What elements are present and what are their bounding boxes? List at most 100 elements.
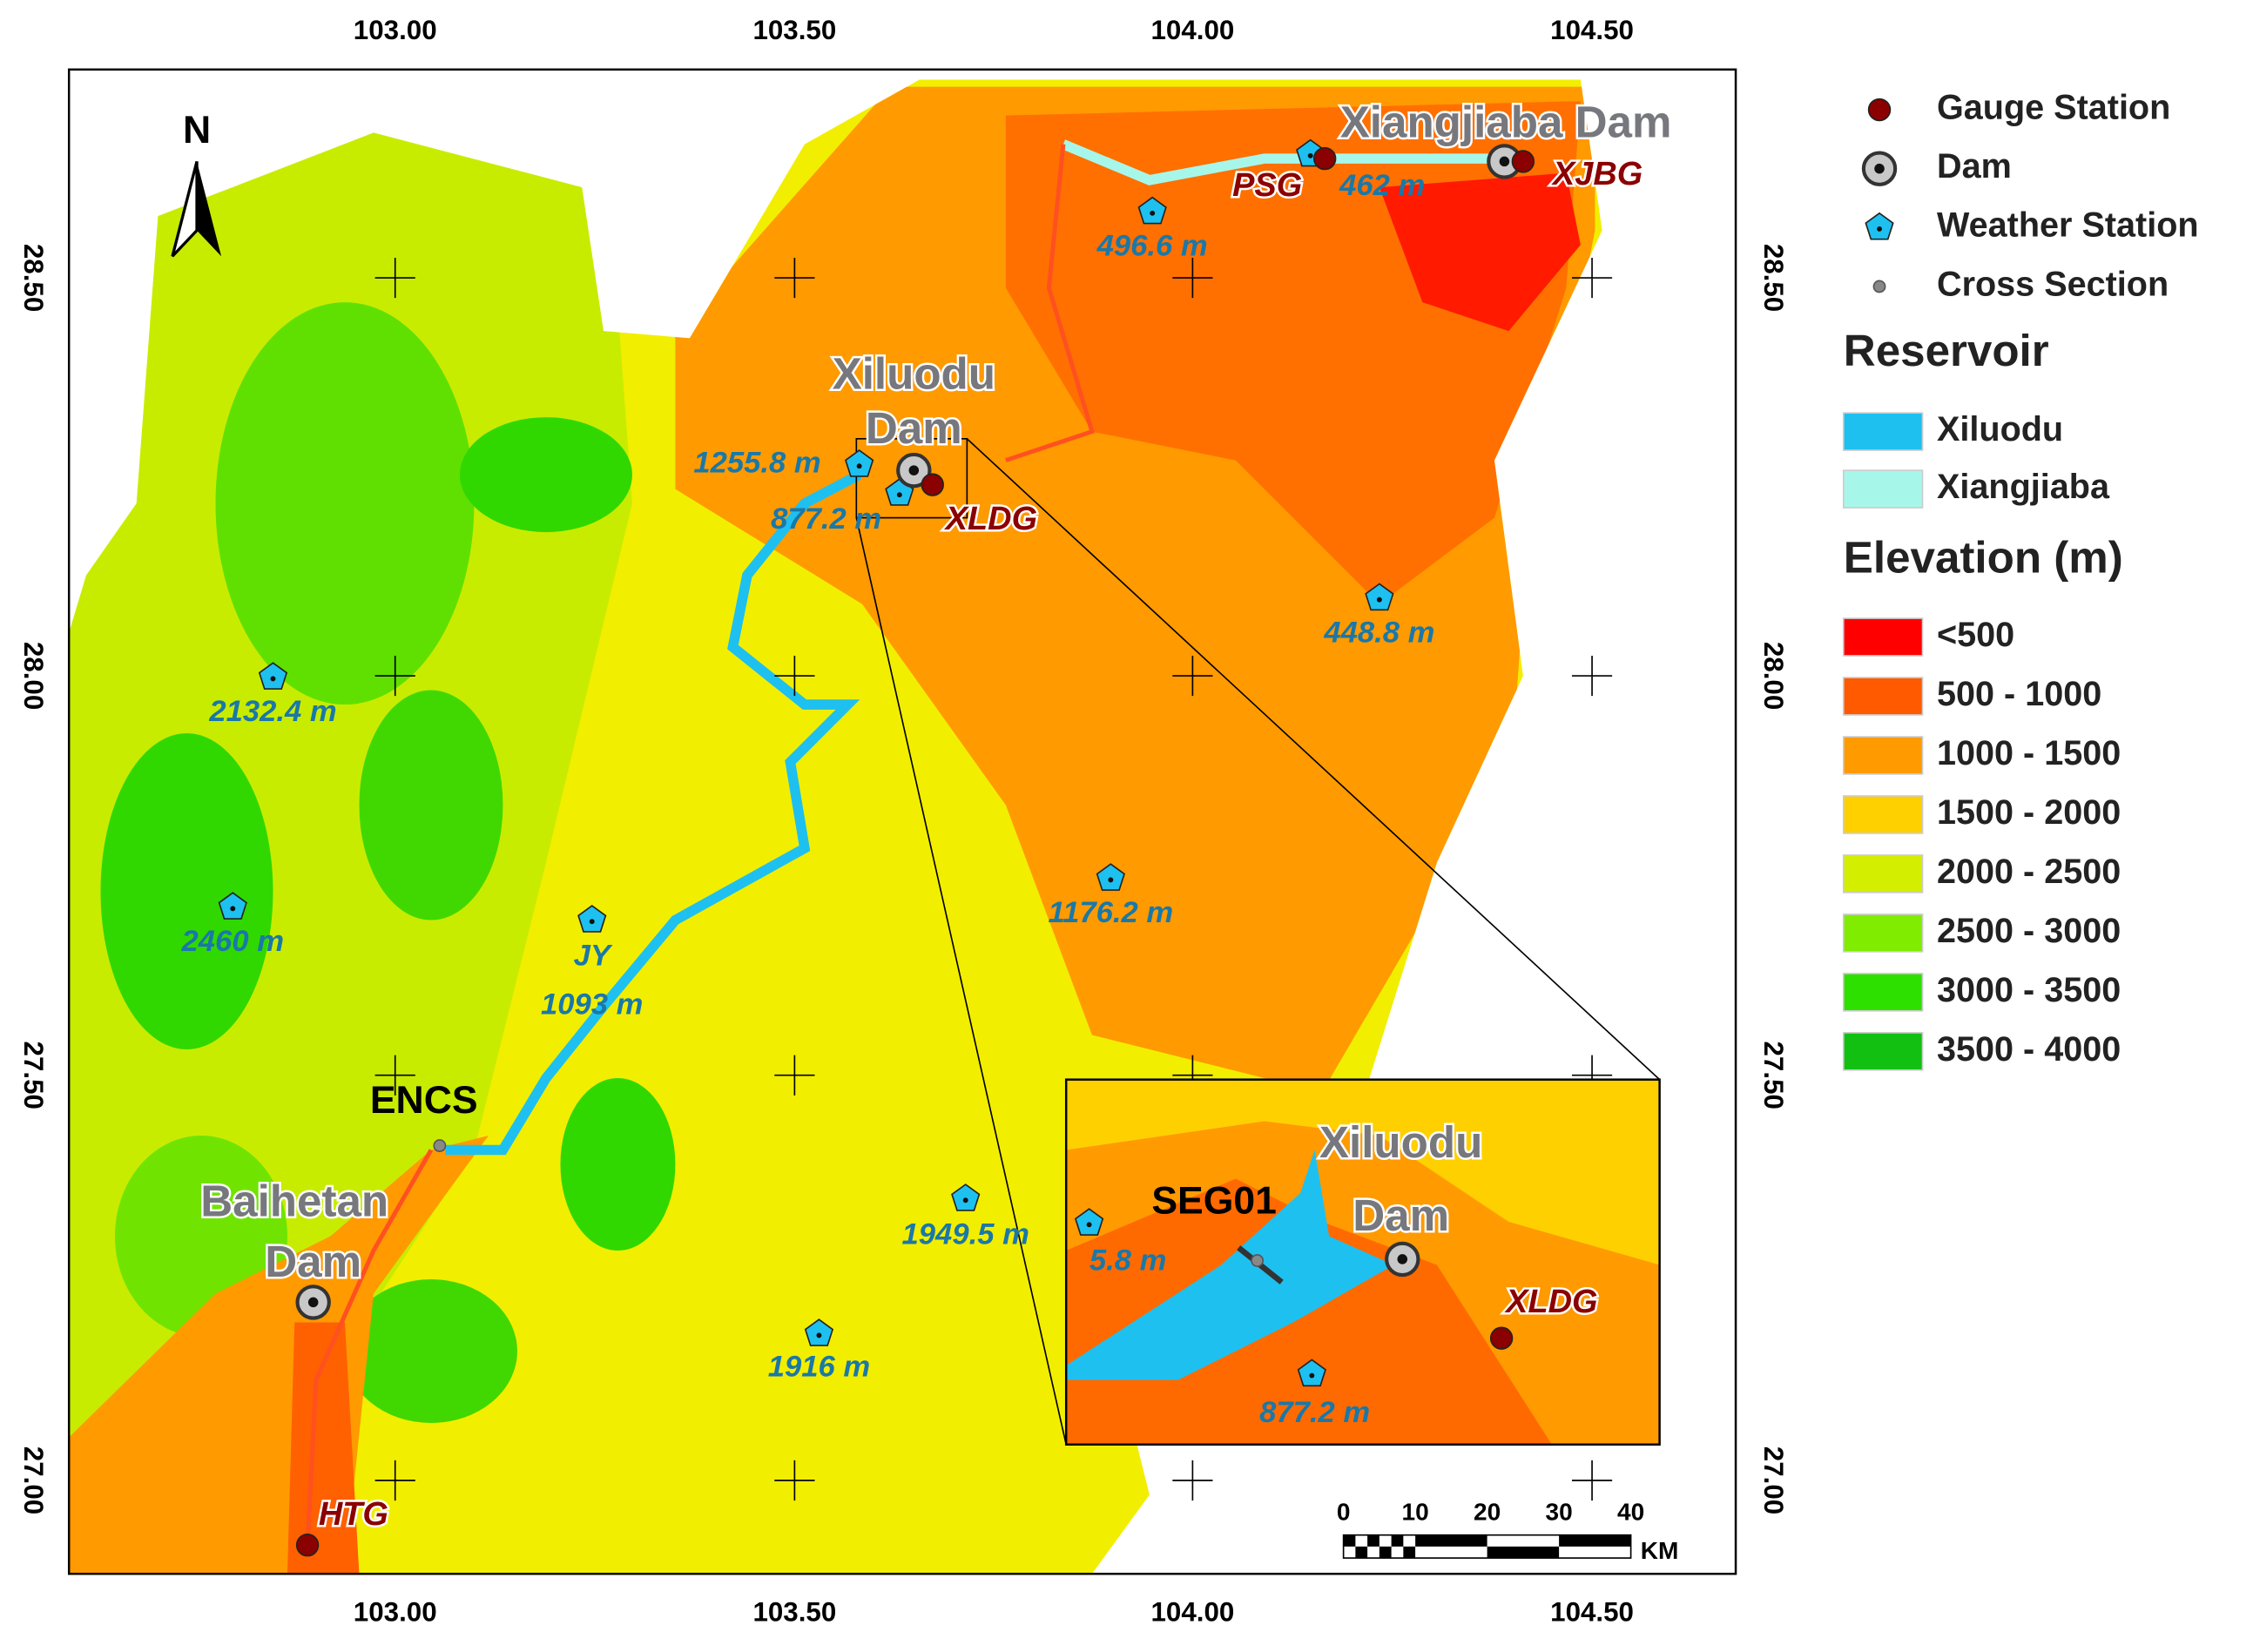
dam-center (307, 1297, 319, 1308)
cross-section (1251, 1254, 1265, 1267)
station-label: 1093 m (541, 988, 643, 1022)
station-label: 1176.2 m (1048, 896, 1173, 929)
station-label: 1916 m (768, 1350, 870, 1383)
scale-unit: KM (1641, 1537, 1679, 1564)
axis-label: 104.50 (1550, 1597, 1634, 1628)
inset-map (1066, 1079, 1660, 1445)
legend-label: 1000 - 1500 (1937, 734, 2121, 772)
weather-station (1137, 196, 1167, 225)
cross-section (433, 1139, 447, 1152)
legend-label: 3000 - 3500 (1937, 971, 2121, 1009)
axis-label: 103.00 (354, 15, 437, 45)
inset-dam-label: Xiluodu (1319, 1117, 1482, 1167)
weather-station (577, 905, 607, 933)
weather-station (258, 662, 288, 690)
graticule-cross (774, 257, 815, 299)
legend-label: 3500 - 4000 (1937, 1030, 2121, 1069)
legend-swatch (1842, 617, 1924, 657)
graticule-cross (1571, 257, 1613, 299)
axis-label: 28.00 (18, 642, 49, 710)
scale-tick-label: 30 (1546, 1498, 1573, 1525)
terrain (69, 79, 1602, 1574)
graticule-cross (774, 655, 815, 697)
gauge-station (1867, 98, 1892, 122)
graticule-cross (374, 655, 415, 697)
cross-section (1872, 280, 1886, 293)
scale-tick-label: 0 (1337, 1498, 1351, 1525)
weather-station-dot (856, 463, 862, 469)
axis-label: 103.00 (354, 1597, 437, 1628)
legend-label: Weather Station (1937, 206, 2199, 245)
station-label: 462 m (1339, 169, 1425, 202)
weather-station-dot (1376, 597, 1382, 603)
gauge-label: HTG (319, 1496, 388, 1533)
graticule-cross (374, 1055, 415, 1096)
dam-label: Xiangjiaba Dam (1340, 98, 1672, 147)
weather-station (844, 449, 874, 477)
weather-station-dot (1086, 1222, 1092, 1228)
station-label: 5.8 m (1089, 1244, 1167, 1277)
axis-label: 28.50 (18, 244, 49, 312)
scale-bar-cell (1415, 1534, 1487, 1547)
weather-station-dot (270, 676, 276, 682)
legend-swatch (1842, 736, 1924, 775)
weather-station (804, 1318, 834, 1346)
scale-bar-cell (1559, 1534, 1631, 1547)
scale-tick-label: 40 (1617, 1498, 1644, 1525)
north-label: N (183, 109, 211, 152)
weather-station-dot (589, 919, 595, 925)
scale-bar-cell (1343, 1534, 1356, 1547)
axis-label: 104.50 (1550, 15, 1634, 45)
axis-label: 28.50 (1758, 244, 1789, 312)
gauge-station (921, 473, 944, 496)
weather-station-dot (1108, 877, 1114, 883)
station-label: 1255.8 m (693, 447, 820, 480)
legend-label: Gauge Station (1937, 88, 2170, 126)
station-label: 2460 m (181, 925, 284, 958)
inset-dam-label: Dam (1352, 1190, 1449, 1240)
graticule-cross (1172, 655, 1213, 697)
gauge-label: PSG (1232, 167, 1302, 204)
weather-station-dot (1307, 152, 1313, 158)
legend-title: Elevation (m) (1844, 533, 2123, 583)
gauge-station (1489, 1326, 1514, 1350)
station-label: 877.2 m (771, 502, 881, 536)
symbols (218, 98, 1898, 1557)
legend-swatch (1842, 914, 1924, 953)
graticule-cross (1571, 1460, 1613, 1501)
graticule-cross (1172, 1460, 1213, 1501)
weather-station-dot (230, 906, 236, 912)
scale-bar (1342, 1534, 1632, 1559)
dam-label: Dam (866, 403, 962, 453)
weather-station (951, 1183, 981, 1211)
legend-swatch (1842, 973, 1924, 1012)
gauge-station (1511, 150, 1535, 173)
legend-label: 2000 - 2500 (1937, 853, 2121, 891)
legend-swatch (1842, 795, 1924, 834)
gauge-station (1312, 146, 1337, 171)
weather-station-dot (896, 492, 902, 498)
scale-bar-cell (1403, 1546, 1416, 1559)
scale-tick-label: 10 (1402, 1498, 1429, 1525)
legend-swatch (1842, 412, 1924, 451)
legend-label: Dam (1937, 147, 2012, 185)
dam-center (1499, 156, 1510, 167)
weather-station-dot (1150, 210, 1156, 216)
legend-label: 1500 - 2000 (1937, 793, 2121, 832)
axis-label: 27.00 (18, 1446, 49, 1514)
dam-label: Xiluodu (833, 348, 995, 398)
inset-station-label: 877.2 m (1259, 1396, 1370, 1429)
north-arrow (197, 161, 222, 257)
axis-label: 27.50 (18, 1042, 49, 1109)
graticule (374, 257, 1613, 1501)
weather-station (1074, 1208, 1104, 1236)
legend-label: 2500 - 3000 (1937, 912, 2121, 950)
map-frame (67, 68, 1737, 1575)
weather-station-dot (962, 1197, 968, 1204)
weather-station (1297, 1359, 1326, 1387)
station-label: 496.6 m (1096, 230, 1208, 263)
scale-bar-cell (1391, 1534, 1404, 1547)
inset-frame (1064, 1078, 1661, 1446)
scale-bar-cell (1355, 1546, 1368, 1559)
